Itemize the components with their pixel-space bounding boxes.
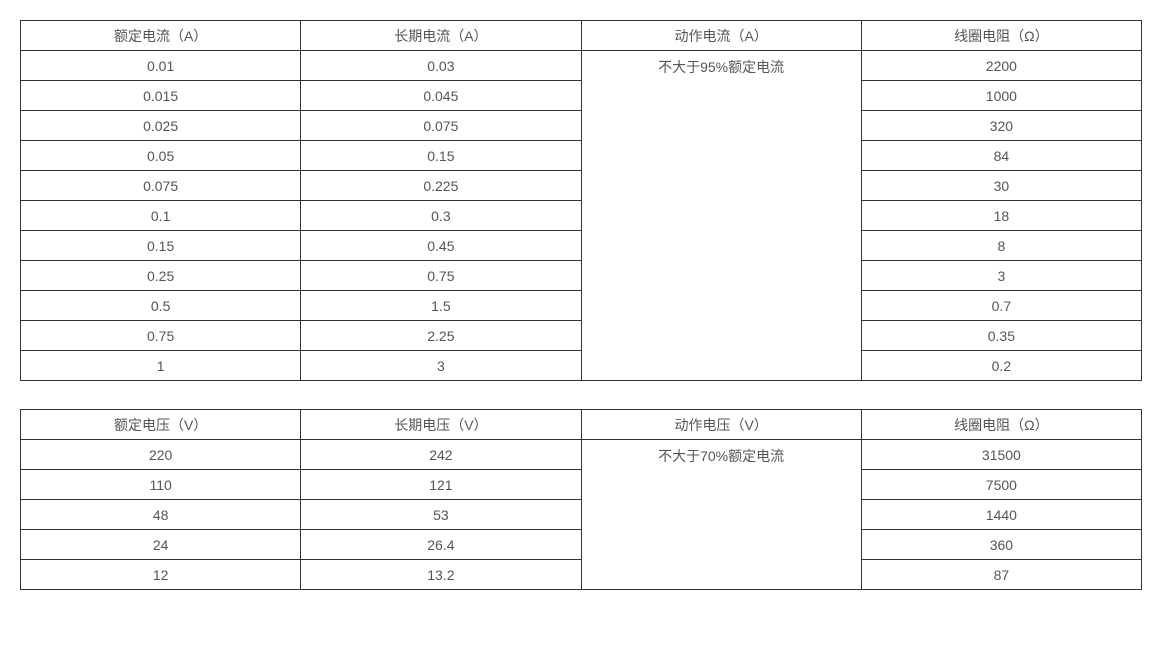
cell-rated: 0.1 (21, 201, 301, 231)
table-row: 0.01 0.03 不大于95%额定电流 2200 (21, 51, 1142, 81)
cell-resistance: 87 (861, 560, 1141, 590)
cell-resistance: 0.35 (861, 321, 1141, 351)
table-header-row: 额定电流（A） 长期电流（A） 动作电流（A） 线圈电阻（Ω） (21, 21, 1142, 51)
cell-rated: 12 (21, 560, 301, 590)
cell-resistance: 8 (861, 231, 1141, 261)
cell-rated: 0.01 (21, 51, 301, 81)
cell-rated: 110 (21, 470, 301, 500)
cell-resistance: 320 (861, 111, 1141, 141)
cell-long-term: 0.045 (301, 81, 581, 111)
cell-resistance: 2200 (861, 51, 1141, 81)
col-header-operating-current: 动作电流（A） (581, 21, 861, 51)
col-header-rated-current: 额定电流（A） (21, 21, 301, 51)
cell-resistance: 0.2 (861, 351, 1141, 381)
cell-long-term: 26.4 (301, 530, 581, 560)
col-header-long-term-voltage: 长期电压（V） (301, 410, 581, 440)
cell-long-term: 3 (301, 351, 581, 381)
cell-operating-merged: 不大于95%额定电流 (581, 51, 861, 381)
cell-resistance: 84 (861, 141, 1141, 171)
cell-rated: 0.05 (21, 141, 301, 171)
cell-long-term: 0.75 (301, 261, 581, 291)
cell-long-term: 0.03 (301, 51, 581, 81)
table-header-row: 额定电压（V） 长期电压（V） 动作电压（V） 线圈电阻（Ω） (21, 410, 1142, 440)
col-header-rated-voltage: 额定电压（V） (21, 410, 301, 440)
cell-long-term: 0.15 (301, 141, 581, 171)
cell-rated: 1 (21, 351, 301, 381)
table-row: 220 242 不大于70%额定电流 31500 (21, 440, 1142, 470)
cell-long-term: 121 (301, 470, 581, 500)
cell-rated: 24 (21, 530, 301, 560)
cell-resistance: 7500 (861, 470, 1141, 500)
current-table-wrapper: 额定电流（A） 长期电流（A） 动作电流（A） 线圈电阻（Ω） 0.01 0.0… (20, 20, 1142, 381)
cell-rated: 0.075 (21, 171, 301, 201)
cell-resistance: 0.7 (861, 291, 1141, 321)
cell-long-term: 242 (301, 440, 581, 470)
cell-long-term: 0.45 (301, 231, 581, 261)
cell-rated: 0.015 (21, 81, 301, 111)
cell-rated: 220 (21, 440, 301, 470)
col-header-coil-resistance: 线圈电阻（Ω） (861, 410, 1141, 440)
voltage-table: 额定电压（V） 长期电压（V） 动作电压（V） 线圈电阻（Ω） 220 242 … (20, 409, 1142, 590)
col-header-coil-resistance: 线圈电阻（Ω） (861, 21, 1141, 51)
cell-operating-merged: 不大于70%额定电流 (581, 440, 861, 590)
cell-resistance: 3 (861, 261, 1141, 291)
col-header-operating-voltage: 动作电压（V） (581, 410, 861, 440)
cell-resistance: 30 (861, 171, 1141, 201)
cell-long-term: 0.225 (301, 171, 581, 201)
cell-resistance: 1440 (861, 500, 1141, 530)
col-header-long-term-current: 长期电流（A） (301, 21, 581, 51)
cell-long-term: 0.075 (301, 111, 581, 141)
cell-rated: 0.025 (21, 111, 301, 141)
cell-resistance: 31500 (861, 440, 1141, 470)
cell-rated: 0.15 (21, 231, 301, 261)
voltage-table-wrapper: 额定电压（V） 长期电压（V） 动作电压（V） 线圈电阻（Ω） 220 242 … (20, 409, 1142, 590)
cell-long-term: 1.5 (301, 291, 581, 321)
cell-resistance: 18 (861, 201, 1141, 231)
cell-resistance: 1000 (861, 81, 1141, 111)
cell-long-term: 2.25 (301, 321, 581, 351)
cell-resistance: 360 (861, 530, 1141, 560)
cell-long-term: 0.3 (301, 201, 581, 231)
cell-rated: 0.25 (21, 261, 301, 291)
cell-rated: 48 (21, 500, 301, 530)
cell-long-term: 13.2 (301, 560, 581, 590)
current-table: 额定电流（A） 长期电流（A） 动作电流（A） 线圈电阻（Ω） 0.01 0.0… (20, 20, 1142, 381)
cell-rated: 0.5 (21, 291, 301, 321)
cell-rated: 0.75 (21, 321, 301, 351)
cell-long-term: 53 (301, 500, 581, 530)
